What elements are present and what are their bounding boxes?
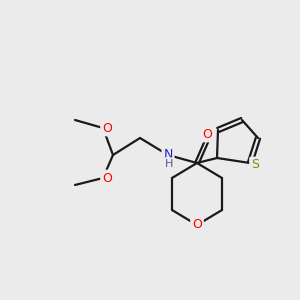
Text: N: N	[163, 148, 173, 160]
Text: S: S	[251, 158, 259, 172]
Text: O: O	[102, 122, 112, 134]
Text: O: O	[102, 172, 112, 184]
Text: O: O	[202, 128, 212, 140]
Text: H: H	[165, 159, 173, 169]
Text: O: O	[192, 218, 202, 232]
